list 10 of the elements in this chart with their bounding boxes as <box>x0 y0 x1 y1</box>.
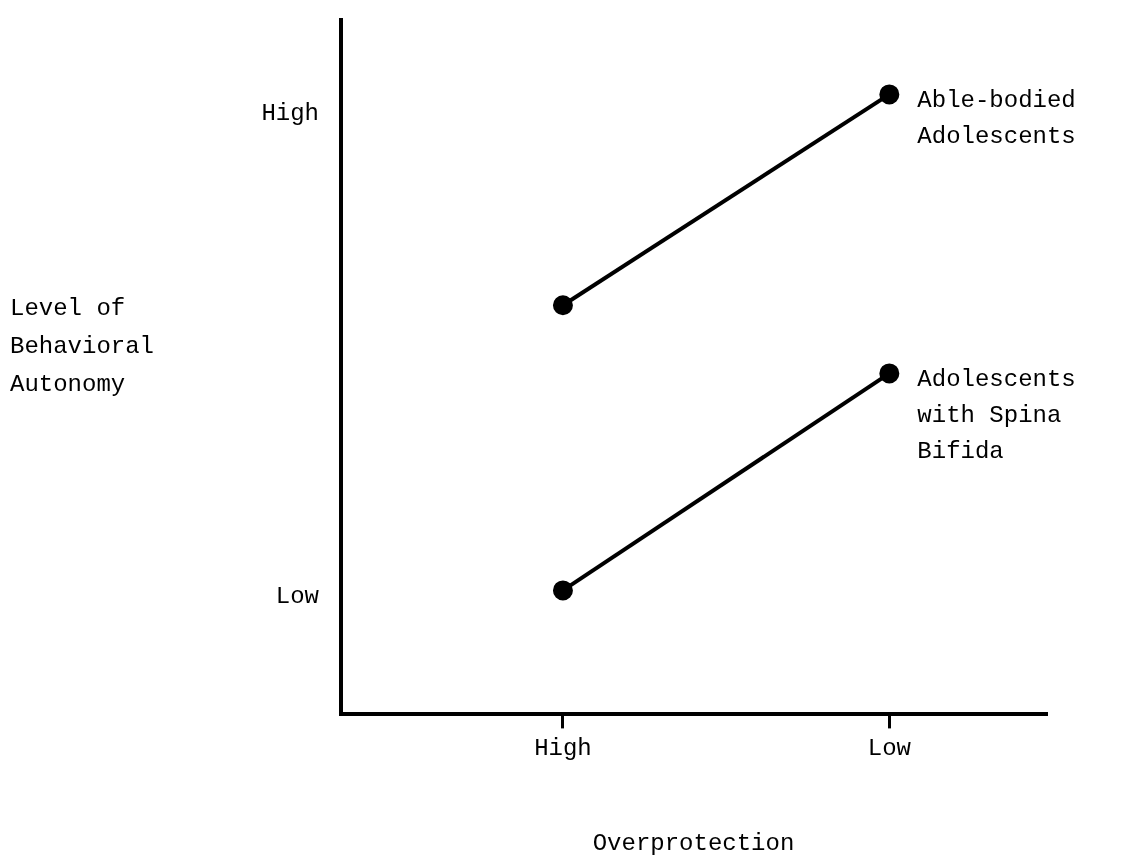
text: Low <box>275 582 320 610</box>
x-axis-title: Overprotection <box>592 829 795 857</box>
series-label: Able-bodied Adolescents <box>917 86 1076 150</box>
text: Level of Behavioral Autonomy <box>10 294 155 398</box>
text: High <box>261 100 319 128</box>
point <box>879 84 900 105</box>
series-label: Adolescents with Spina Bifida <box>917 365 1076 465</box>
point <box>879 363 900 384</box>
point <box>552 580 573 601</box>
point <box>552 295 573 316</box>
